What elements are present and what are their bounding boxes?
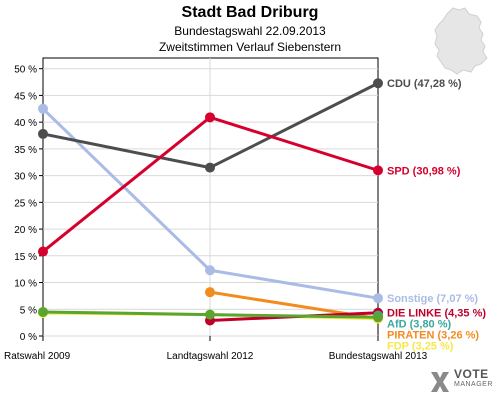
data-point — [38, 246, 48, 257]
x-tick-label: Ratswahl 2009 — [4, 351, 71, 362]
series-end-label: CDU (47,28 %) — [387, 78, 462, 90]
germany-map-icon — [434, 7, 488, 75]
data-point — [205, 287, 215, 298]
logo-line2: MANAGER — [454, 381, 493, 388]
chart-subsubtitle: Zweitstimmen Verlauf Siebenstern — [158, 40, 342, 54]
y-tick-label: 30 % — [14, 172, 37, 183]
y-tick-label: 10 % — [14, 279, 37, 290]
y-tick-label: 35 % — [14, 145, 37, 156]
data-point — [373, 78, 383, 89]
y-tick-label: 5 % — [20, 305, 37, 316]
data-point — [373, 165, 383, 176]
chart-subtitle: Bundestagswahl 22.09.2013 — [174, 24, 326, 38]
series-end-label: DIE LINKE (4,35 %) — [387, 308, 486, 320]
data-point — [205, 265, 215, 276]
data-point — [205, 112, 215, 123]
data-point — [373, 293, 383, 304]
y-tick-label: 40 % — [14, 118, 37, 129]
votemanager-logo: VOTE MANAGER — [428, 366, 498, 398]
y-tick-label: 15 % — [14, 252, 37, 263]
y-tick-label: 25 % — [14, 198, 37, 209]
y-tick-label: 0 % — [20, 332, 37, 343]
data-point — [373, 312, 383, 323]
vote-x-icon — [431, 372, 449, 392]
x-tick-label: Bundestagswahl 2013 — [329, 351, 428, 362]
series-end-label: SPD (30,98 %) — [387, 165, 461, 177]
data-point — [38, 306, 48, 317]
x-tick-label: Landtagswahl 2012 — [167, 351, 254, 362]
data-point — [38, 103, 48, 114]
series-end-label: AfD (3,80 %) — [387, 319, 452, 331]
chart-title: Stadt Bad Driburg — [181, 4, 319, 21]
y-tick-label: 45 % — [14, 91, 37, 102]
series-end-label: PIRATEN (3,26 %) — [387, 330, 479, 342]
series-end-label: Sonstige (7,07 %) — [387, 293, 478, 305]
series-end-label: FDP (3,25 %) — [387, 341, 454, 353]
y-tick-label: 20 % — [14, 225, 37, 236]
logo-line1: VOTE — [454, 367, 489, 381]
y-tick-label: 50 % — [14, 65, 37, 76]
data-point — [38, 128, 48, 139]
data-point — [205, 162, 215, 173]
data-point — [205, 309, 215, 320]
